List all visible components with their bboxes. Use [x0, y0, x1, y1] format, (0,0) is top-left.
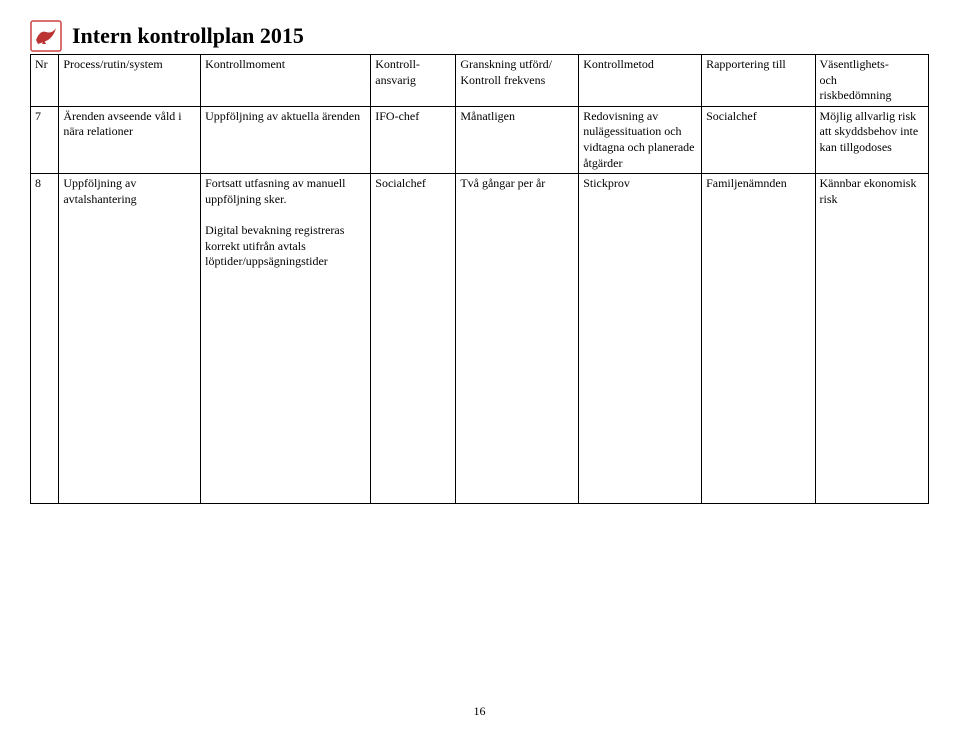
- cell-nr: 8: [31, 174, 59, 504]
- table-header-row: Nr Process/rutin/system Kontrollmoment K…: [31, 55, 929, 107]
- table-row: 8 Uppföljning av avtalshantering Fortsat…: [31, 174, 929, 504]
- table-row: 7 Ärenden avseende våld i nära relatione…: [31, 106, 929, 173]
- cell-metod: Stickprov: [579, 174, 702, 504]
- col-frekvens: Granskning utförd/Kontroll frekvens: [456, 55, 579, 107]
- cell-moment: Uppföljning av aktuella ärenden: [201, 106, 371, 173]
- cell-frekvens: Två gångar per år: [456, 174, 579, 504]
- col-metod: Kontrollmetod: [579, 55, 702, 107]
- logo-icon: [30, 20, 62, 52]
- page-header: Intern kontrollplan 2015: [30, 20, 929, 52]
- col-nr: Nr: [31, 55, 59, 107]
- cell-nr: 7: [31, 106, 59, 173]
- cell-rapport: Socialchef: [702, 106, 815, 173]
- col-ansvarig: Kontroll-ansvarig: [371, 55, 456, 107]
- col-risk: Väsentlighets-ochriskbedömning: [815, 55, 929, 107]
- cell-risk: Kännbar ekonomisk risk: [815, 174, 929, 504]
- page-number: 16: [30, 704, 929, 719]
- cell-frekvens: Månatligen: [456, 106, 579, 173]
- cell-metod: Redovisning av nulägessituation och vidt…: [579, 106, 702, 173]
- cell-risk: Möjlig allvarlig risk att skyddsbehov in…: [815, 106, 929, 173]
- col-moment: Kontrollmoment: [201, 55, 371, 107]
- page-title: Intern kontrollplan 2015: [72, 23, 304, 49]
- cell-ansvarig: IFO-chef: [371, 106, 456, 173]
- cell-process: Uppföljning av avtalshantering: [59, 174, 201, 504]
- cell-process: Ärenden avseende våld i nära relationer: [59, 106, 201, 173]
- control-plan-table: Nr Process/rutin/system Kontrollmoment K…: [30, 54, 929, 504]
- cell-rapport: Familjenämnden: [702, 174, 815, 504]
- cell-ansvarig: Socialchef: [371, 174, 456, 504]
- col-rapport: Rapportering till: [702, 55, 815, 107]
- cell-moment: Fortsatt utfasning av manuell uppföljnin…: [201, 174, 371, 504]
- col-process: Process/rutin/system: [59, 55, 201, 107]
